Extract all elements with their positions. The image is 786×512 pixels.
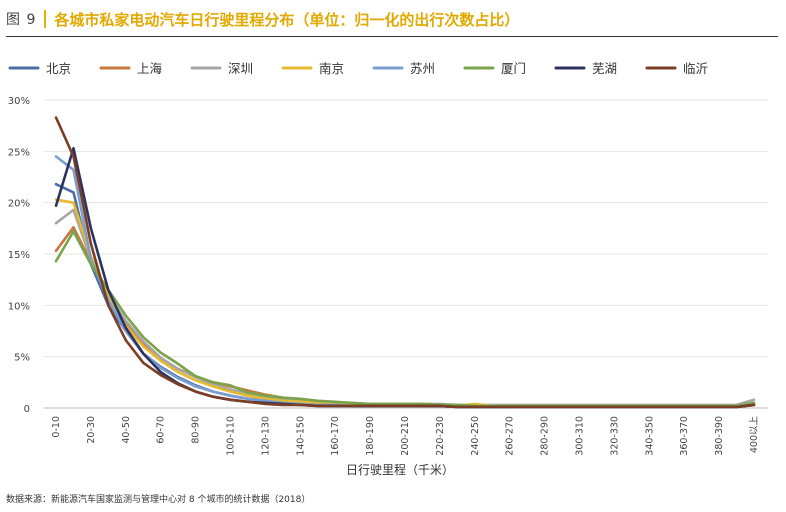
x-tick-label: 0-10 [51, 416, 62, 438]
x-tick-label: 300-310 [575, 416, 586, 456]
y-tick-label: 15% [8, 250, 30, 261]
x-tick-label: 60-70 [156, 416, 167, 444]
y-tick-label: 30% [8, 96, 30, 107]
x-tick-label: 320-330 [609, 416, 620, 456]
legend-item: 上海 [99, 61, 163, 76]
legend-item: 厦门 [463, 61, 526, 76]
legend-item: 临沂 [645, 61, 708, 76]
figure-header: 图 9 各城市私家电动汽车日行驶里程分布（单位：归一化的出行次数占比） [6, 5, 519, 33]
legend-item: 深圳 [190, 61, 253, 76]
legend-label: 厦门 [501, 61, 526, 76]
x-tick-label: 220-230 [435, 416, 446, 456]
legend-item: 北京 [8, 61, 71, 76]
series-lines [54, 116, 756, 409]
y-axis-ticks: 0 5% 10% 15% 20% 25% 30% [8, 96, 30, 415]
x-tick-label: 240-250 [470, 416, 481, 456]
x-tick-label: 80-90 [191, 416, 202, 444]
x-tick-label: 40-50 [121, 416, 132, 444]
series-line-厦门 [54, 230, 756, 408]
series-line-苏州 [54, 155, 756, 409]
legend-item: 苏州 [372, 61, 435, 76]
x-tick-label: 400以上 [749, 416, 760, 454]
legend: 北京 上海 深圳 南京 苏州 厦门 芜湖 临沂 [8, 61, 708, 76]
y-tick-label: 0 [24, 404, 30, 415]
legend-label: 上海 [137, 61, 163, 76]
legend-item: 南京 [281, 61, 344, 76]
x-tick-label: 160-170 [330, 416, 341, 456]
legend-label: 深圳 [228, 61, 253, 76]
source-note: 数据来源：新能源汽车国家监测与管理中心对 8 个城市的统计数据（2018） [6, 495, 311, 505]
y-tick-label: 25% [8, 147, 30, 158]
x-tick-label: 360-370 [679, 416, 690, 456]
x-tick-label: 180-190 [365, 416, 376, 456]
figure-number: 图 9 [6, 12, 37, 28]
legend-label: 临沂 [683, 61, 708, 76]
x-tick-label: 260-270 [505, 416, 516, 456]
series-line-临沂 [54, 116, 756, 409]
x-tick-label: 100-110 [226, 416, 237, 456]
x-tick-label: 20-30 [86, 416, 97, 444]
x-tick-label: 280-290 [540, 416, 551, 456]
x-axis-ticks: 0-10 20-30 40-50 60-70 80-90 100-110 120-130 14… [51, 416, 760, 456]
title-separator [44, 10, 47, 28]
y-tick-label: 5% [14, 353, 30, 364]
x-tick-label: 120-130 [260, 416, 271, 456]
header-rule [6, 36, 778, 37]
legend-label: 芜湖 [592, 61, 617, 76]
y-tick-label: 10% [8, 301, 30, 312]
y-tick-label: 20% [8, 199, 30, 210]
x-tick-label: 380-390 [714, 416, 725, 456]
x-axis-label: 日行驶里程（千米） [346, 462, 454, 477]
legend-item: 芜湖 [554, 61, 617, 76]
x-tick-label: 340-350 [644, 416, 655, 456]
legend-label: 北京 [46, 61, 71, 76]
x-tick-label: 140-150 [295, 416, 306, 456]
chart-title: 各城市私家电动汽车日行驶里程分布（单位：归一化的出行次数占比） [54, 10, 520, 29]
x-tick-label: 200-210 [400, 416, 411, 456]
line-chart: 北京 上海 深圳 南京 苏州 厦门 芜湖 临沂 0 5% 10% 15% 20% 25% 30% 0-10… [8, 61, 768, 477]
legend-label: 苏州 [410, 61, 435, 76]
legend-label: 南京 [319, 61, 344, 76]
